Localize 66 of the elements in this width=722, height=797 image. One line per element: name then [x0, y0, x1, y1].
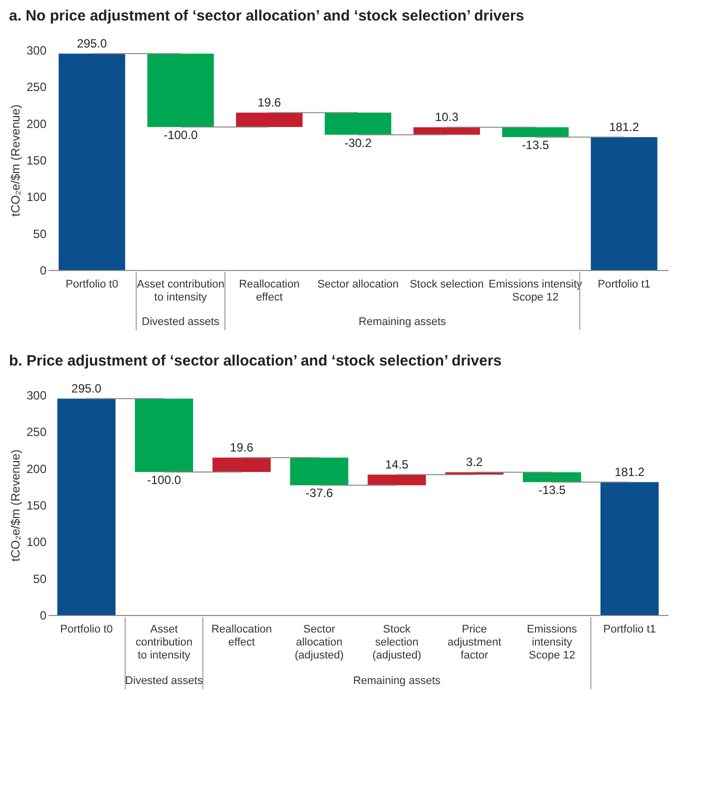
bar	[413, 127, 480, 135]
x-tick-label: Reallocation effect	[211, 624, 272, 648]
bar	[502, 127, 569, 138]
y-tick-label: 200	[26, 116, 47, 131]
data-label: 19.6	[258, 96, 282, 110]
data-label: -30.2	[344, 136, 372, 150]
bar	[522, 472, 582, 482]
data-label: -13.5	[522, 138, 550, 152]
bar	[134, 398, 194, 472]
x-tick-label: Portfolio t1	[598, 278, 650, 290]
bar	[147, 54, 214, 127]
bar	[57, 398, 116, 615]
y-tick-label: 0	[40, 264, 47, 278]
data-label: -37.6	[306, 486, 334, 500]
chart-title: b. Price adjustment of ‘sector allocation’ and ‘stock selection’ drivers	[8, 352, 502, 370]
data-label: -100.0	[164, 128, 198, 142]
x-tick-label: Asset contribution to intensity	[136, 624, 192, 662]
x-tick-label: Sector allocation	[317, 278, 399, 290]
y-tick-label: 250	[26, 425, 47, 440]
bar	[290, 458, 348, 486]
x-tick-label: Reallocation effect	[239, 278, 300, 304]
text: Divested assets	[142, 316, 220, 328]
x-tick-label: Price adjustment factor	[447, 624, 502, 662]
bar	[212, 458, 271, 472]
y-tick-label: 150	[26, 498, 47, 512]
data-label: 181.2	[609, 120, 640, 134]
x-tick-label: Asset contribution to intensity	[136, 278, 224, 304]
text: Remaining assets	[353, 675, 442, 687]
bar	[590, 137, 658, 270]
y-axis-title: tCO₂e/$m (Revenue)	[8, 104, 22, 217]
bar	[324, 112, 392, 135]
data-label: -100.0	[146, 473, 182, 487]
y-tick-label: 100	[26, 190, 47, 204]
x-tick-label: Portfolio t0	[60, 624, 113, 636]
bar	[600, 482, 659, 615]
x-tick-label: Portfolio t0	[66, 278, 118, 290]
x-tick-label: Emissions intensity Scope 12	[488, 278, 583, 304]
data-label: 181.2	[614, 465, 645, 480]
y-tick-label: 50	[33, 226, 47, 241]
y-tick-label: 250	[26, 80, 47, 94]
x-tick-label: Emissions intensity Scope 12	[526, 624, 578, 662]
data-label: 10.3	[435, 110, 459, 124]
y-axis-title: tCO₂e/$m (Revenue)	[8, 449, 22, 562]
bar	[368, 474, 426, 486]
data-label: -13.5	[538, 483, 566, 498]
y-tick-label: 200	[26, 462, 47, 476]
data-label: 14.5	[385, 458, 409, 472]
y-tick-label: 300	[26, 44, 47, 58]
data-label: 295.0	[71, 382, 102, 396]
y-tick-label: 150	[26, 154, 47, 168]
data-label: 3.2	[466, 455, 484, 470]
y-tick-label: 0	[40, 608, 47, 622]
x-tick-label: Portfolio t1	[603, 624, 656, 636]
data-label: 19.6	[230, 440, 254, 455]
x-tick-label: Stock selection (adjusted)	[372, 624, 422, 662]
x-tick-label: Stock selection	[410, 278, 484, 290]
y-tick-label: 300	[26, 388, 47, 402]
y-tick-label: 100	[26, 535, 47, 550]
y-tick-label: 50	[33, 572, 47, 586]
chart-title: a. No price adjustment of ‘sector allocation’ and ‘stock selection’ drivers	[8, 8, 524, 25]
x-tick-label: Sector allocation (adjusted)	[294, 624, 344, 662]
bar	[58, 54, 126, 270]
bar	[236, 112, 303, 127]
text: Divested assets	[125, 675, 204, 687]
data-label: 295.0	[76, 36, 108, 51]
text: Remaining assets	[358, 316, 447, 328]
